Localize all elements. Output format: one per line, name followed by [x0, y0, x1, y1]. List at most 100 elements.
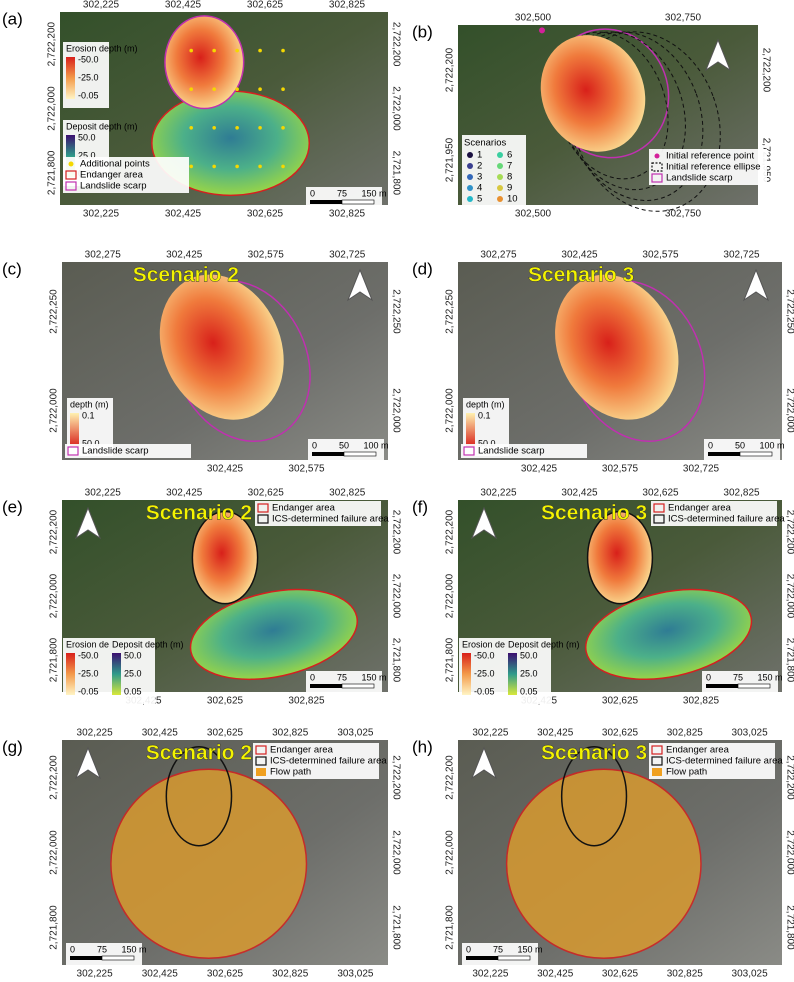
- y-tick-label: 2,721,800: [49, 637, 60, 682]
- x-tick-label: 302,425: [561, 488, 598, 499]
- map-panel: (g)302,225302,425302,625302,825303,02530…: [2, 728, 401, 980]
- x-tick-label: 302,625: [602, 728, 639, 739]
- scale-label: 0: [310, 188, 315, 198]
- x-tick-label: 302,725: [723, 250, 760, 261]
- scale-label: 150 m: [361, 188, 386, 198]
- y-tick-label: 2,722,200: [445, 509, 456, 554]
- colorbar-title: depth (m): [466, 399, 505, 409]
- x-tick-label: 302,425: [537, 969, 574, 980]
- legend-label: Endanger area: [270, 745, 334, 756]
- x-tick-label: 302,750: [665, 209, 702, 220]
- x-tick-label: 302,825: [329, 0, 366, 11]
- x-tick-label: 302,225: [77, 969, 114, 980]
- y-tick-label: 2,721,800: [784, 905, 794, 950]
- scale-bar: [312, 452, 344, 456]
- x-tick-label: 302,275: [85, 250, 122, 261]
- x-tick-label: 302,625: [602, 696, 639, 707]
- legend-marker: [497, 196, 503, 202]
- y-tick-label: 2,722,200: [49, 509, 60, 554]
- panel-title: Scenario 2: [146, 742, 252, 765]
- scale-bar: [706, 684, 738, 688]
- y-tick-label: 2,722,200: [47, 21, 58, 66]
- colorbar-tick-label: -50.0: [78, 650, 99, 660]
- x-tick-label: 302,625: [247, 209, 284, 220]
- y-tick-label: 2,722,200: [390, 22, 401, 67]
- legend-marker: [467, 185, 473, 191]
- legend-label: 8: [507, 172, 512, 183]
- scale-label: 75: [97, 944, 107, 954]
- x-tick-label: 302,425: [166, 488, 203, 499]
- colorbar-title: Deposit depth (m): [112, 639, 184, 649]
- y-tick-label: 2,721,800: [49, 905, 60, 950]
- x-tick-label: 302,225: [472, 728, 509, 739]
- x-tick-label: 302,575: [288, 464, 325, 475]
- scale-label: 0: [312, 440, 317, 450]
- x-tick-label: 302,825: [667, 969, 704, 980]
- additional-point: [189, 126, 193, 130]
- scale-label: 150 m: [361, 672, 386, 682]
- x-tick-label: 302,500: [515, 209, 552, 220]
- x-tick-label: 302,725: [683, 464, 720, 475]
- additional-point: [258, 87, 262, 91]
- scale-label: 75: [337, 188, 347, 198]
- legend-label: 3: [477, 172, 482, 183]
- additional-point: [258, 126, 262, 130]
- y-tick-label: 2,722,250: [49, 289, 60, 334]
- x-tick-label: 302,425: [142, 969, 179, 980]
- x-tick-label: 303,025: [337, 728, 374, 739]
- y-tick-label: 2,722,200: [445, 755, 456, 800]
- x-tick-label: 302,500: [515, 13, 552, 24]
- scale-bar: [466, 956, 498, 960]
- scale-label: 100 m: [759, 440, 784, 450]
- scale-bar: [342, 684, 374, 688]
- legend-label: Initial reference point: [666, 151, 755, 162]
- y-tick-label: 2,721,950: [445, 137, 456, 182]
- colorbar-tick-label: -25.0: [474, 668, 495, 678]
- legend-label: Landslide scarp: [80, 181, 147, 192]
- panel-label: (f): [412, 497, 428, 516]
- colorbar-title: Deposit depth (m): [66, 121, 138, 131]
- x-tick-label: 302,225: [85, 488, 122, 499]
- legend-marker: [467, 174, 473, 180]
- x-tick-label: 302,825: [667, 728, 704, 739]
- legend-marker: [69, 162, 74, 167]
- legend-title: Scenarios: [464, 138, 506, 149]
- y-tick-label: 2,721,800: [390, 905, 401, 950]
- x-tick-label: 302,225: [77, 728, 114, 739]
- map-shape: [588, 512, 653, 604]
- additional-point: [189, 87, 193, 91]
- x-tick-label: 302,225: [83, 0, 120, 11]
- colorbar-tick-label: 0.05: [520, 686, 538, 696]
- x-tick-label: 302,425: [537, 728, 574, 739]
- colorbar-title: Erosion depth (m): [66, 43, 138, 53]
- colorbar: [462, 653, 471, 695]
- y-tick-label: 2,722,200: [49, 755, 60, 800]
- additional-point: [235, 49, 239, 53]
- x-tick-label: 302,425: [166, 250, 203, 261]
- legend-marker: [467, 163, 473, 169]
- x-tick-label: 303,025: [337, 969, 374, 980]
- colorbar: [508, 653, 517, 695]
- legend-label: 4: [477, 183, 482, 194]
- scale-bar: [738, 684, 770, 688]
- y-tick-label: 2,721,800: [390, 151, 401, 196]
- scale-label: 100 m: [363, 440, 388, 450]
- legend-label: Landslide scarp: [478, 446, 545, 457]
- scale-label: 50: [735, 440, 745, 450]
- legend-label: Landslide scarp: [82, 446, 149, 457]
- colorbar-tick-label: 50.0: [124, 650, 142, 660]
- y-tick-label: 2,721,800: [784, 638, 794, 683]
- legend-marker: [497, 174, 503, 180]
- legend-label: 2: [477, 161, 482, 172]
- scale-bar: [708, 452, 740, 456]
- panel-label: (g): [2, 737, 23, 756]
- colorbar: [66, 653, 75, 695]
- x-tick-label: 302,625: [248, 488, 285, 499]
- scale-bar: [310, 200, 342, 204]
- additional-point: [281, 87, 285, 91]
- additional-point: [281, 126, 285, 130]
- y-tick-label: 2,722,200: [784, 510, 794, 555]
- scale-label: 75: [733, 672, 743, 682]
- legend-label: ICS-determined failure area: [666, 756, 783, 767]
- colorbar-tick-label: 25.0: [520, 668, 538, 678]
